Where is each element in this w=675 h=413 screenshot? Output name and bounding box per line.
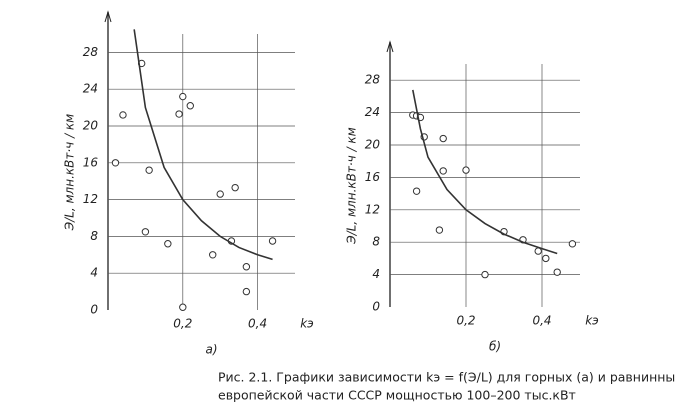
data-point — [568, 240, 577, 248]
data-point — [435, 226, 444, 234]
data-point — [179, 92, 187, 101]
y-tick-label: 0 — [372, 300, 380, 314]
axis-arrow — [386, 40, 394, 53]
data-point — [119, 111, 127, 119]
fit-curve — [133, 29, 273, 261]
data-point — [145, 166, 153, 174]
data-point — [462, 166, 470, 174]
data-point — [179, 303, 187, 311]
caption-line: европейской части СССР мощностью 100–200… — [218, 388, 576, 403]
y-tick-label: 12 — [365, 202, 380, 216]
panel-label: а) — [205, 343, 217, 357]
y-tick-label: 24 — [83, 82, 98, 96]
y-tick-label: 28 — [365, 73, 381, 87]
fit-curve — [412, 89, 558, 255]
y-tick-label: 28 — [83, 45, 99, 59]
y-tick-label: 24 — [365, 105, 380, 119]
y-axis-label: Э/L, млн.кВт·ч / км — [63, 114, 77, 231]
data-point — [141, 228, 150, 236]
data-point — [439, 167, 447, 175]
data-point — [553, 268, 561, 276]
x-tick-label: 0,4 — [532, 314, 551, 328]
y-tick-label: 16 — [83, 155, 99, 169]
data-point — [439, 134, 447, 143]
data-point — [542, 254, 550, 263]
data-point — [268, 237, 277, 245]
data-point — [111, 159, 120, 167]
y-tick-label: 12 — [83, 192, 98, 206]
x-tick-label: 0,2 — [173, 317, 192, 331]
data-point — [186, 102, 194, 110]
y-tick-label: 20 — [83, 119, 99, 133]
data-point — [412, 187, 421, 195]
x-axis-label: kэ — [300, 317, 314, 331]
y-axis-label: Э/L, млн.кВт·ч / км — [345, 127, 359, 244]
y-tick-label: 0 — [90, 303, 98, 317]
y-tick-label: 8 — [372, 235, 380, 249]
x-axis-label: kэ — [585, 314, 599, 328]
y-tick-label: 16 — [365, 170, 381, 184]
data-point — [481, 270, 489, 279]
x-tick-label: 0,4 — [248, 317, 267, 331]
x-tick-label: 0,2 — [456, 314, 475, 328]
y-tick-label: 4 — [372, 267, 380, 281]
data-point — [242, 287, 251, 296]
y-tick-label: 4 — [90, 266, 98, 280]
data-point — [175, 110, 183, 118]
data-point — [242, 263, 251, 271]
data-point — [209, 251, 217, 259]
data-point — [216, 190, 224, 198]
axis-arrow — [104, 10, 112, 23]
panel-label: б) — [489, 340, 501, 354]
data-point — [231, 183, 239, 192]
data-point — [164, 240, 172, 248]
caption-line: Рис. 2.1. Графики зависимости kэ = f(Э/L… — [218, 370, 675, 385]
y-tick-label: 8 — [90, 229, 98, 243]
y-tick-label: 20 — [365, 138, 381, 152]
